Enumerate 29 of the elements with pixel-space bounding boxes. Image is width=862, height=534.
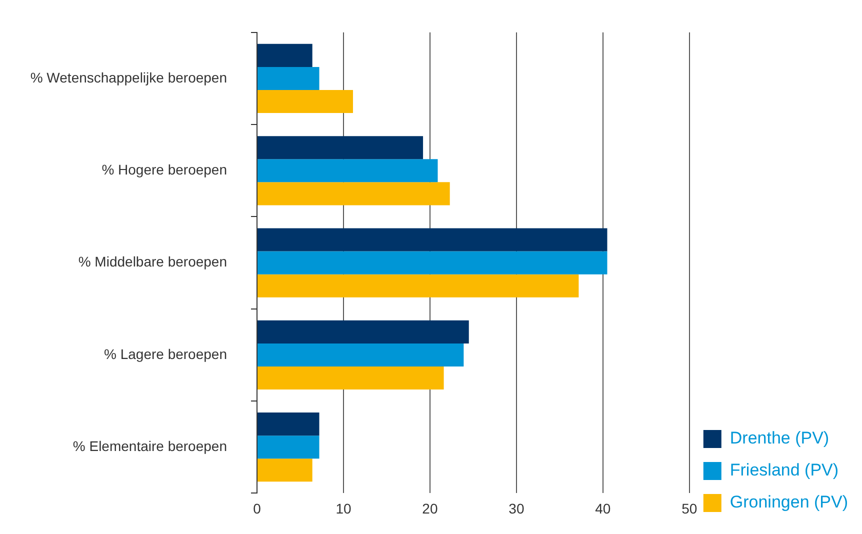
bar: [258, 343, 464, 366]
x-tick-label: 10: [336, 500, 352, 516]
bar: [258, 366, 444, 390]
bar: [258, 90, 353, 114]
bar: [258, 66, 320, 90]
x-tick-label: 50: [682, 500, 698, 516]
bar: [258, 412, 320, 436]
bar: [258, 159, 438, 182]
legend-label: Drenthe (PV): [730, 428, 830, 448]
x-tick-label: 40: [595, 500, 611, 516]
bar: [258, 44, 312, 67]
bar: [258, 182, 450, 206]
x-tick-label: 20: [422, 500, 438, 516]
bar: [258, 274, 579, 298]
bar: [258, 251, 608, 274]
bar: [258, 136, 424, 160]
y-tick-label: % Lagere beroepen: [104, 346, 227, 362]
x-tick-label: 30: [508, 500, 524, 516]
y-tick-label: % Elementaire beroepen: [72, 438, 227, 454]
y-tick-label: % Middelbare beroepen: [78, 254, 227, 270]
x-tick-label: 0: [253, 500, 262, 516]
bar: [258, 320, 469, 344]
y-tick-label: % Wetenschappelijke beroepen: [30, 69, 227, 86]
legend-label: Friesland (PV): [730, 460, 839, 480]
legend-label: Groningen (PV): [730, 492, 848, 512]
bar: [258, 436, 320, 459]
bar: [258, 458, 312, 482]
bar: [258, 228, 608, 252]
y-tick-label: % Hogere beroepen: [102, 162, 227, 178]
